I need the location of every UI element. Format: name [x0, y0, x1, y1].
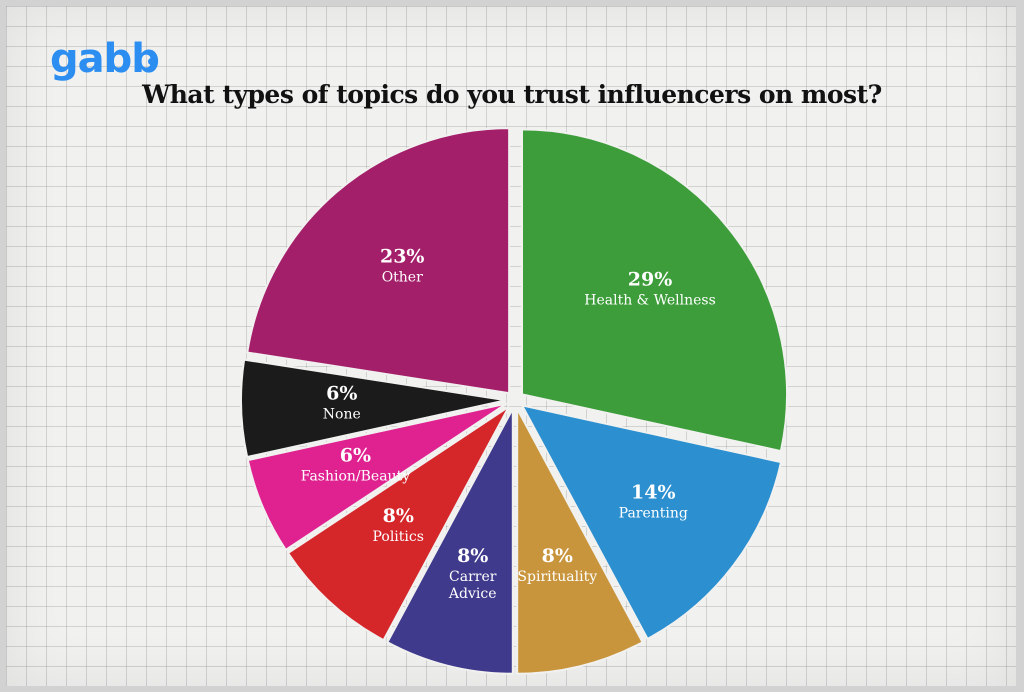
pie-slice-spirituality — [516, 408, 644, 675]
pie-slice-carrer-advice — [386, 408, 514, 675]
slice-value-carrer-advice: 8% — [457, 545, 488, 567]
slice-label-carrer-advice: Carrer Advice — [448, 569, 497, 602]
pie-slice-parenting — [520, 403, 783, 641]
slice-value-none: 6% — [326, 382, 357, 404]
slice-value-parenting: 14% — [631, 481, 676, 503]
pie-slice-other — [246, 127, 511, 395]
slice-value-health-wellness: 29% — [628, 268, 673, 290]
slice-value-politics: 8% — [383, 505, 414, 527]
slice-label-other: Other — [382, 269, 423, 285]
slice-value-other: 23% — [380, 245, 425, 267]
logo-dot — [148, 58, 155, 65]
pie-slice-health-wellness — [521, 128, 788, 453]
slice-label-fashion-beauty: Fashion/Beauty — [301, 469, 411, 485]
slice-value-fashion-beauty: 6% — [340, 445, 371, 467]
pie-slice-fashion-beauty — [246, 402, 508, 552]
slice-label-parenting: Parenting — [619, 505, 688, 521]
slice-label-politics: Politics — [373, 529, 424, 545]
pie-slice-politics — [286, 405, 510, 642]
graph-paper-background — [6, 6, 1016, 686]
slice-value-spirituality: 8% — [542, 545, 573, 567]
pie-slice-none — [240, 358, 507, 459]
slice-label-spirituality: Spirituality — [517, 569, 597, 585]
slice-label-health-wellness: Health & Wellness — [584, 292, 715, 308]
chart-title: What types of topics do you trust influe… — [142, 80, 882, 109]
gabb-logo: gabb — [50, 36, 160, 82]
slice-label-none: None — [323, 406, 361, 422]
